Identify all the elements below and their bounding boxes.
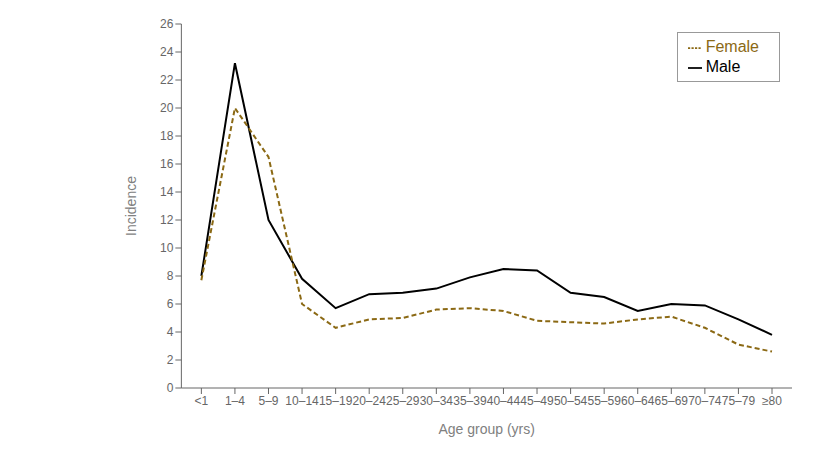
svg-text:18: 18: [160, 129, 174, 143]
svg-text:30–34: 30–34: [420, 394, 454, 408]
svg-text:15–19: 15–19: [319, 394, 353, 408]
svg-text:65–69: 65–69: [655, 394, 689, 408]
svg-text:<1: <1: [195, 394, 209, 408]
svg-text:50–54: 50–54: [554, 394, 588, 408]
svg-text:60–64: 60–64: [621, 394, 655, 408]
svg-text:0: 0: [167, 381, 174, 395]
svg-text:Incidence: Incidence: [123, 176, 139, 236]
svg-text:14: 14: [160, 185, 174, 199]
svg-text:70–74: 70–74: [688, 394, 722, 408]
html-text:Female: Female: [705, 38, 759, 55]
svg-text:4: 4: [167, 325, 174, 339]
svg-text:25–29: 25–29: [386, 394, 420, 408]
svg-text:6: 6: [167, 297, 174, 311]
svg-text:5–9: 5–9: [258, 394, 278, 408]
svg-text:10: 10: [160, 241, 174, 255]
svg-text:24: 24: [160, 45, 174, 59]
svg-text:16: 16: [160, 157, 174, 171]
svg-text:35–39: 35–39: [453, 394, 487, 408]
html-text:Male: Male: [705, 58, 741, 75]
svg-text:≥80: ≥80: [762, 394, 782, 408]
svg-text:Age group (yrs): Age group (yrs): [438, 421, 534, 437]
svg-text:40–44: 40–44: [487, 394, 521, 408]
svg-text:75–79: 75–79: [722, 394, 756, 408]
svg-text:20–24: 20–24: [353, 394, 387, 408]
svg-text:8: 8: [167, 269, 174, 283]
svg-text:45–49: 45–49: [520, 394, 554, 408]
svg-text:12: 12: [160, 213, 174, 227]
svg-text:26: 26: [160, 17, 174, 31]
svg-text:10–14: 10–14: [285, 394, 319, 408]
svg-text:1–4: 1–4: [225, 394, 245, 408]
svg-text:22: 22: [160, 73, 174, 87]
svg-text:20: 20: [160, 101, 174, 115]
svg-text:2: 2: [167, 353, 174, 367]
svg-text:55–59: 55–59: [587, 394, 621, 408]
